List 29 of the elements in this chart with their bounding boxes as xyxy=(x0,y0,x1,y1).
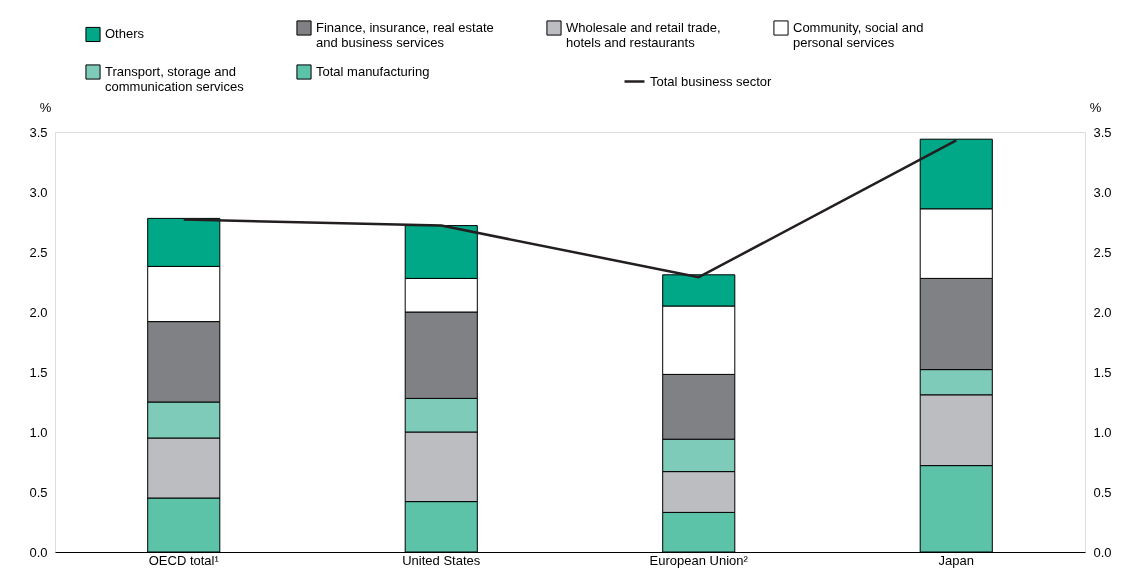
y-axis-title: % xyxy=(39,99,52,115)
y-tick-label: 1.5 xyxy=(29,364,48,380)
x-tick-label: OECD total¹ xyxy=(148,552,220,568)
legend-label: Finance, insurance, real estate and business services xyxy=(316,20,494,50)
legend-label: Total manufacturing xyxy=(316,64,430,79)
y2-axis-title: % xyxy=(1089,99,1102,115)
legend-label: Transport, storage and communication services xyxy=(105,64,245,94)
x-tick-label: European Union² xyxy=(649,552,749,568)
y2-tick-label: 1.0 xyxy=(1093,424,1112,440)
y-tick-label: 0.5 xyxy=(29,484,48,500)
y2-tick-label: 0.0 xyxy=(1093,544,1112,560)
legend-label: Community, social and personal services xyxy=(793,20,924,50)
y2-tick-label: 2.5 xyxy=(1093,244,1112,260)
y2-tick-label: 1.5 xyxy=(1093,364,1112,380)
y-tick-label: 2.5 xyxy=(29,244,48,260)
y2-tick-label: 3.5 xyxy=(1093,124,1112,140)
y-tick-label: 3.5 xyxy=(29,124,48,140)
x-tick-label: United States xyxy=(402,552,481,568)
y2-tick-label: 0.5 xyxy=(1093,484,1112,500)
y-tick-label: 2.0 xyxy=(29,304,48,320)
y-tick-label: 1.0 xyxy=(29,424,48,440)
y2-tick-label: 3.0 xyxy=(1093,184,1112,200)
y-tick-label: 0.0 xyxy=(29,544,48,560)
legend-label: Total business sector xyxy=(650,73,773,89)
legend-label: Others xyxy=(105,26,145,42)
legend-label: Wholesale and retail trade, hotels and restaurants xyxy=(566,20,721,50)
x-tick-label: Japan xyxy=(938,552,974,568)
y-tick-label: 3.0 xyxy=(29,184,48,200)
y2-tick-label: 2.0 xyxy=(1093,304,1112,320)
